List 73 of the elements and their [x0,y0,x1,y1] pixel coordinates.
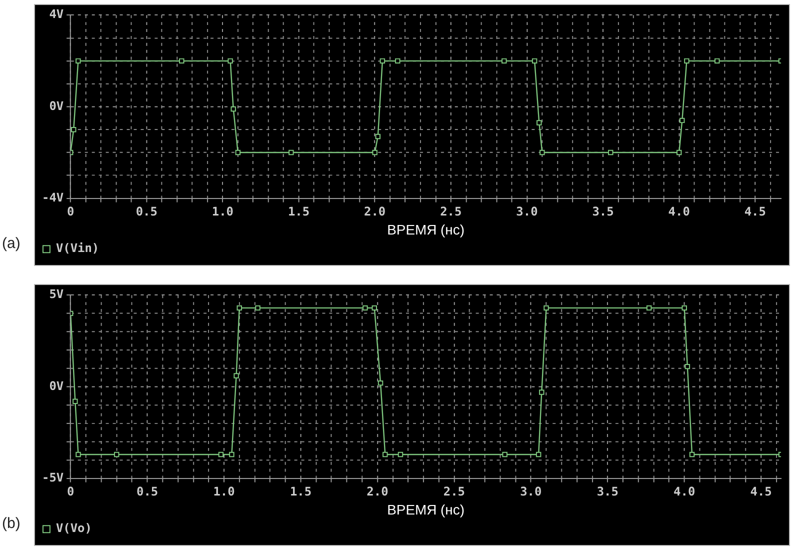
x-tick-label: 2.5 [440,204,462,218]
x-tick-label: 2.0 [366,484,388,498]
point [536,120,542,126]
x-tick-label: 0 [66,204,74,218]
x-tick-label: 0.5 [136,204,158,218]
point [532,58,538,64]
point [540,150,545,156]
point [255,305,260,311]
point [71,127,76,132]
x-tick-label: 1.0 [212,204,234,218]
point [646,305,652,311]
x-tick-label: 2.0 [364,204,386,218]
point [372,150,378,156]
x-axis-title: ВРЕМЯ (нс) [387,222,465,238]
y-tick-label: 0V [49,98,64,113]
point [680,118,685,124]
point [234,373,239,378]
point [179,58,184,64]
point [689,452,695,458]
legend-label: V(Vin) [56,241,100,256]
x-tick-label: 3.0 [520,484,542,498]
point [684,58,690,64]
x-tick-label: 4.0 [668,204,690,218]
y-tick-label: 5V [49,287,64,302]
point [76,58,81,64]
point [539,390,544,395]
point [380,58,386,64]
x-axis-title: ВРЕМЯ (нс) [387,502,465,518]
text: (b) [2,515,20,532]
y-tick-label: 0V [49,378,64,393]
point [114,452,120,458]
y-tick-label: -5V [42,470,64,484]
point [235,150,241,156]
point [378,380,384,386]
point [714,58,720,64]
point [228,58,233,64]
point [608,150,614,156]
x-tick-label: 2.5 [443,484,465,498]
x-tick-label: 0.5 [136,484,158,498]
point [72,398,78,404]
text: (a) [2,235,20,252]
x-tick-label: 0 [66,484,74,498]
x-tick-label: 4.5 [750,484,772,498]
point [502,58,507,64]
x-tick-label: 4.5 [744,204,766,218]
point [544,305,549,311]
point [362,305,368,311]
point [76,452,81,458]
y-tick-label: -4V [42,190,64,204]
x-tick-label: 4.0 [674,484,696,498]
x-tick-label: 1.5 [288,204,310,218]
point [382,452,388,458]
point [229,452,234,458]
point [375,134,380,140]
point [395,58,400,64]
x-tick-label: 1.0 [213,484,235,498]
point [218,452,224,458]
point [288,150,294,156]
point [684,364,690,370]
point [682,305,687,311]
point [676,150,682,156]
point [536,452,542,458]
y-tick-label: 4V [49,7,64,22]
x-tick-label: 3.5 [592,204,614,218]
point [398,452,404,458]
x-tick-label: 3.5 [596,484,618,498]
point [236,305,242,311]
legend-label: V(Vo) [56,521,92,536]
point [502,452,508,458]
point [372,305,378,311]
x-tick-label: 3.0 [516,204,538,218]
x-tick-label: 1.5 [290,484,312,498]
point [230,106,236,112]
